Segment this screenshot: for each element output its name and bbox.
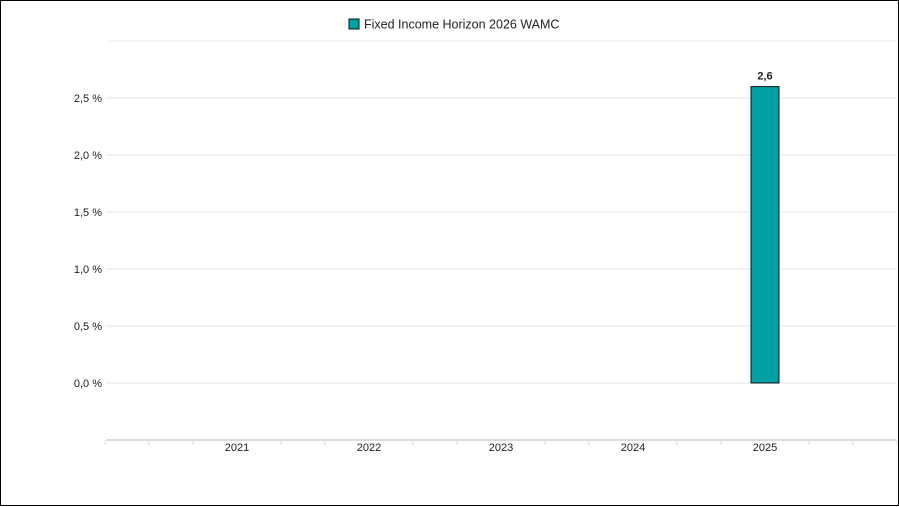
y-tick-label: 0,5 %	[74, 321, 102, 333]
x-tick-label: 2021	[225, 442, 249, 454]
legend-swatch[interactable]	[348, 18, 360, 30]
x-tick-label: 2024	[621, 442, 645, 454]
bars: 2,6	[750, 71, 780, 384]
x-tick-label: 2025	[753, 442, 777, 454]
y-tick-label: 2,5 %	[74, 93, 102, 105]
grid-lines	[106, 40, 896, 384]
y-tick-label: 1,0 %	[74, 264, 102, 276]
data-label-2025: 2,6	[757, 71, 772, 83]
y-tick-label: 0,0 %	[74, 378, 102, 390]
y-tick-label: 1,5 %	[74, 207, 102, 219]
y-axis: 0,0 % 0,5 % 1,0 % 1,5 % 2,0 % 2,5 %	[74, 93, 102, 390]
bar-2025[interactable]	[750, 86, 780, 384]
legend[interactable]: Fixed Income Horizon 2026 WAMC	[348, 18, 559, 32]
legend-label[interactable]: Fixed Income Horizon 2026 WAMC	[364, 18, 559, 32]
x-tick-label: 2022	[357, 442, 381, 454]
x-axis: 2021 2022 2023 2024 2025	[104, 439, 898, 454]
y-tick-label: 2,0 %	[74, 150, 102, 162]
x-tick-label: 2023	[489, 442, 513, 454]
